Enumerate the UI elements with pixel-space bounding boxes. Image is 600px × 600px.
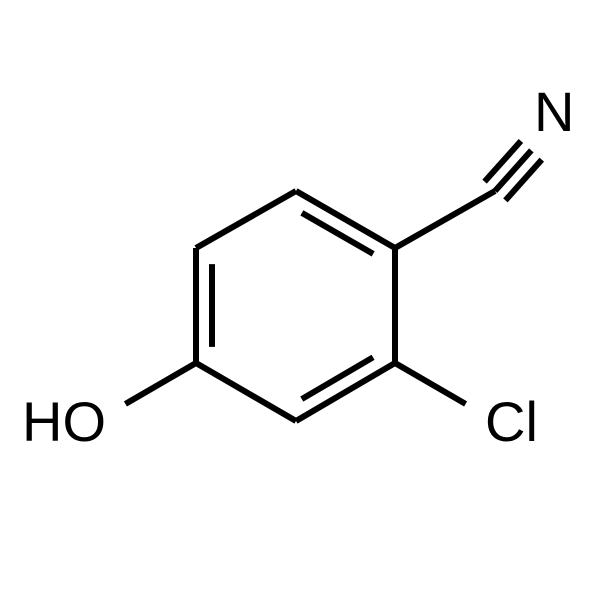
atom-label-oh: HO (22, 390, 106, 453)
atom-label-n: N (534, 80, 574, 143)
atom-label-cl: Cl (485, 390, 538, 453)
molecule-diagram: N Cl HO (0, 0, 600, 600)
